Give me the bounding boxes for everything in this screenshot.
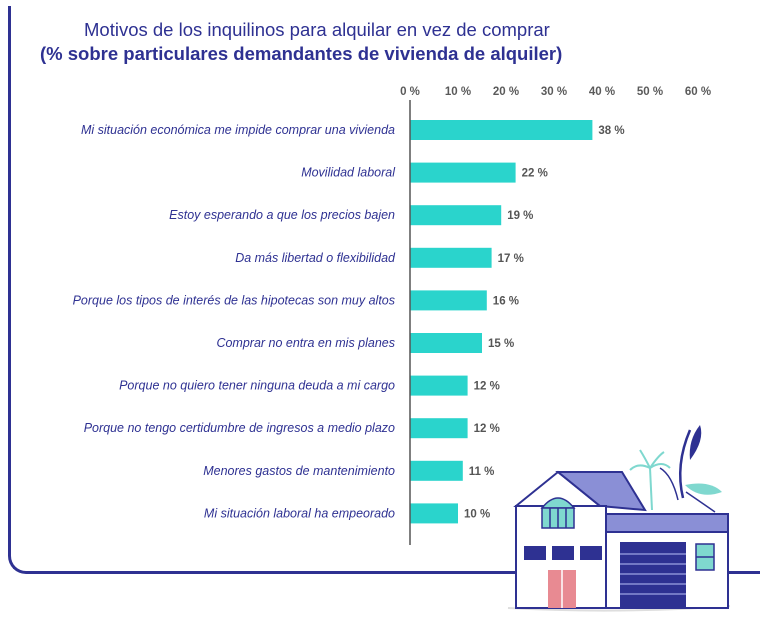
category-label: Estoy esperando a que los precios bajen	[169, 208, 395, 222]
bar	[410, 247, 492, 268]
value-label: 16 %	[493, 295, 519, 307]
value-label: 12 %	[474, 381, 500, 393]
chart-subtitle: (% sobre particulares demandantes de viv…	[40, 43, 563, 64]
bar	[410, 290, 487, 311]
category-label: Porque los tipos de interés de las hipot…	[73, 293, 395, 307]
x-tick-label: 60 %	[685, 86, 711, 98]
chart-frame	[8, 6, 760, 574]
bar	[410, 460, 463, 481]
bar	[410, 418, 468, 439]
category-label: Mi situación económica me impide comprar…	[81, 123, 395, 137]
category-label: Menores gastos de mantenimiento	[203, 464, 395, 478]
bar	[410, 333, 482, 353]
bar	[410, 162, 516, 183]
bar	[410, 503, 458, 524]
bar	[410, 375, 468, 396]
category-label: Comprar no entra en mis planes	[216, 336, 395, 350]
category-label: Porque no quiero tener ninguna deuda a m…	[119, 379, 395, 393]
value-label: 12 %	[474, 423, 500, 435]
value-label: 22 %	[522, 168, 548, 180]
category-label: Movilidad laboral	[301, 166, 396, 180]
x-tick-label: 30 %	[541, 86, 567, 98]
value-label: 15 %	[488, 338, 514, 350]
chart-title: Motivos de los inquilinos para alquilar …	[84, 19, 550, 40]
x-tick-label: 10 %	[445, 86, 471, 98]
house-illustration	[507, 425, 731, 612]
chart-title-block: Motivos de los inquilinos para alquilar …	[40, 18, 700, 66]
x-tick-label: 0 %	[400, 86, 420, 98]
bar	[410, 205, 502, 226]
x-tick-label: 50 %	[637, 86, 663, 98]
value-label: 19 %	[507, 210, 533, 222]
value-label: 17 %	[498, 253, 524, 265]
category-label: Mi situación laboral ha empeorado	[204, 506, 395, 520]
x-tick-label: 20 %	[493, 86, 519, 98]
value-label: 10 %	[464, 508, 490, 520]
category-label: Porque no tengo certidumbre de ingresos …	[84, 421, 395, 435]
value-label: 11 %	[469, 466, 495, 478]
value-label: 38 %	[598, 125, 624, 137]
x-tick-label: 40 %	[589, 86, 615, 98]
bar	[410, 120, 593, 140]
category-label: Da más libertad o flexibilidad	[235, 251, 396, 265]
